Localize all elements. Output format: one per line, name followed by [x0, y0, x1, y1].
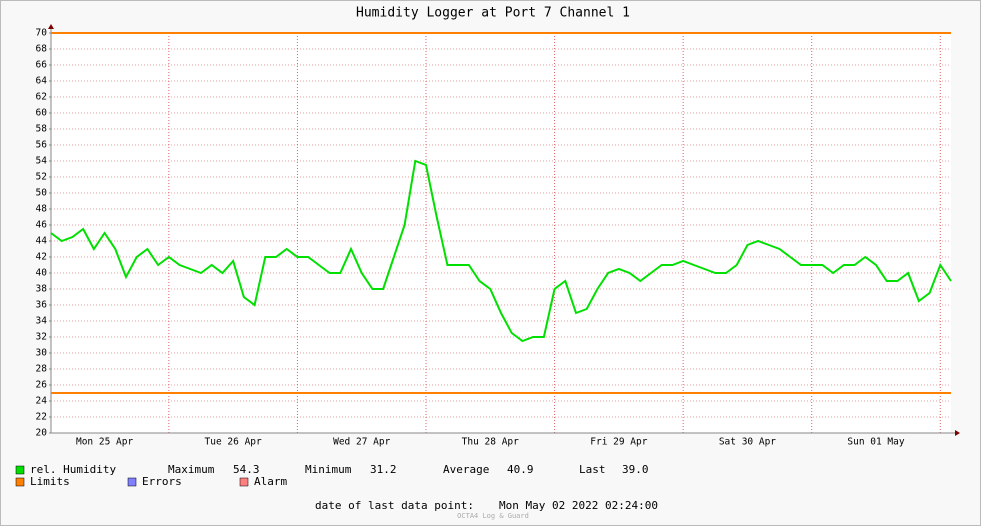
legend-label: Limits: [30, 475, 70, 488]
y-tick-label: 32: [36, 332, 47, 343]
axis-arrow: [955, 430, 960, 436]
x-tick-label: Wed 27 Apr: [333, 437, 390, 448]
y-tick-label: 34: [36, 316, 48, 327]
stat-value: 54.3: [233, 463, 260, 476]
x-tick-label: Fri 29 Apr: [590, 437, 647, 448]
y-tick-label: 26: [36, 380, 48, 391]
stat-value: 39.0: [622, 463, 649, 476]
stat-label: Average: [443, 463, 489, 476]
y-tick-label: 38: [36, 284, 48, 295]
y-tick-label: 68: [36, 44, 48, 55]
x-tick-label: Thu 28 Apr: [462, 437, 519, 448]
y-tick-label: 24: [36, 396, 48, 407]
y-tick-label: 54: [36, 156, 48, 167]
y-tick-label: 56: [36, 140, 48, 151]
y-tick-label: 58: [36, 124, 48, 135]
stat-label: Minimum: [305, 463, 352, 476]
y-tick-label: 20: [36, 428, 48, 439]
plot-area: [51, 33, 951, 433]
y-tick-label: 62: [36, 92, 47, 103]
legend-swatch: [239, 477, 249, 487]
y-tick-label: 40: [36, 268, 48, 279]
legend-swatch: [15, 465, 25, 475]
y-tick-label: 30: [36, 348, 48, 359]
y-tick-label: 50: [36, 188, 48, 199]
y-tick-label: 52: [36, 172, 47, 183]
x-tick-label: Sat 30 Apr: [719, 437, 776, 448]
y-tick-label: 44: [36, 236, 48, 247]
y-tick-label: 66: [36, 60, 48, 71]
x-tick-label: Sun 01 May: [847, 437, 904, 448]
legend-swatch: [15, 477, 25, 487]
legend-swatch: [127, 477, 137, 487]
y-tick-label: 64: [36, 76, 48, 87]
x-tick-label: Tue 26 Apr: [205, 437, 262, 448]
watermark: OCTA4 Log & Guard: [457, 512, 529, 520]
data-line: [50, 159, 952, 343]
y-tick-label: 42: [36, 252, 47, 263]
y-tick-label: 36: [36, 300, 48, 311]
stat-label: Last: [579, 463, 606, 476]
x-tick-label: Mon 25 Apr: [76, 437, 133, 448]
footer-label: date of last data point:: [315, 499, 474, 512]
y-tick-label: 46: [36, 220, 48, 231]
legend-label: Errors: [142, 475, 182, 488]
stat-value: 31.2: [370, 463, 397, 476]
axis-arrow: [48, 24, 54, 29]
y-tick-label: 22: [36, 412, 47, 423]
y-tick-label: 70: [36, 28, 48, 39]
footer-value: Mon May 02 2022 02:24:00: [499, 499, 658, 512]
chart-title: Humidity Logger at Port 7 Channel 1: [356, 6, 630, 21]
y-tick-label: 60: [36, 108, 48, 119]
stat-label: Maximum: [168, 463, 215, 476]
legend-label: rel. Humidity: [30, 463, 116, 476]
legend-label: Alarm: [254, 475, 287, 488]
y-tick-label: 48: [36, 204, 48, 215]
stat-value: 40.9: [507, 463, 534, 476]
y-tick-label: 28: [36, 364, 48, 375]
